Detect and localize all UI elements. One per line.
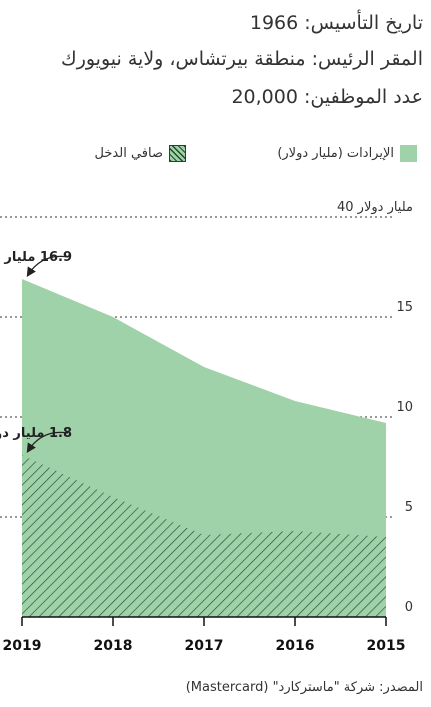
employees-text: عدد الموظفين: 20,000: [231, 86, 423, 108]
annotation-arrow-0: [26, 255, 69, 278]
legend-net-income-label: صافي الدخل: [94, 146, 163, 161]
x-tick-label-2017: 2017: [185, 638, 224, 654]
founded-text: تاريخ التأسيس: 1966: [249, 12, 423, 34]
legend-net-income-swatch: [169, 145, 186, 162]
area-chart: 0 5 10 15 40 مليار دولار 2019 2018 2017 2016 2015…: [0, 200, 413, 654]
y-tick-label-0: 0: [405, 600, 413, 615]
legend-net-income: صافي الدخل: [95, 145, 186, 162]
legend-revenue-swatch: [400, 145, 417, 162]
y-tick-label-4: 40 مليار دولار: [337, 200, 413, 215]
y-tick-label-3: 15: [396, 300, 413, 315]
x-tick-label-2019: 2019: [3, 638, 42, 654]
x-tick-label-2016: 2016: [276, 638, 315, 654]
source-text: المصدر: شركة "ماستركارد" (Mastercard): [185, 680, 423, 695]
x-tick-label-2018: 2018: [94, 638, 133, 654]
net-income-area: [22, 455, 386, 617]
annotation-label-1: 1.8 مليار دولار: [0, 426, 72, 441]
y-tick-label-1: 5: [405, 500, 413, 515]
legend-revenue: الإيرادات (مليار دولار): [277, 145, 417, 162]
x-tick-label-2015: 2015: [367, 638, 406, 654]
annotation-label-0: 16.9 مليار دولار: [0, 250, 72, 265]
y-tick-label-2: 10: [396, 400, 413, 415]
headquarters-text: المقر الرئيس: منطقة بيرتشاس، ولاية نيويو…: [61, 48, 423, 70]
legend-revenue-label: الإيرادات (مليار دولار): [277, 146, 394, 161]
annotation-arrow-1: [26, 431, 69, 454]
